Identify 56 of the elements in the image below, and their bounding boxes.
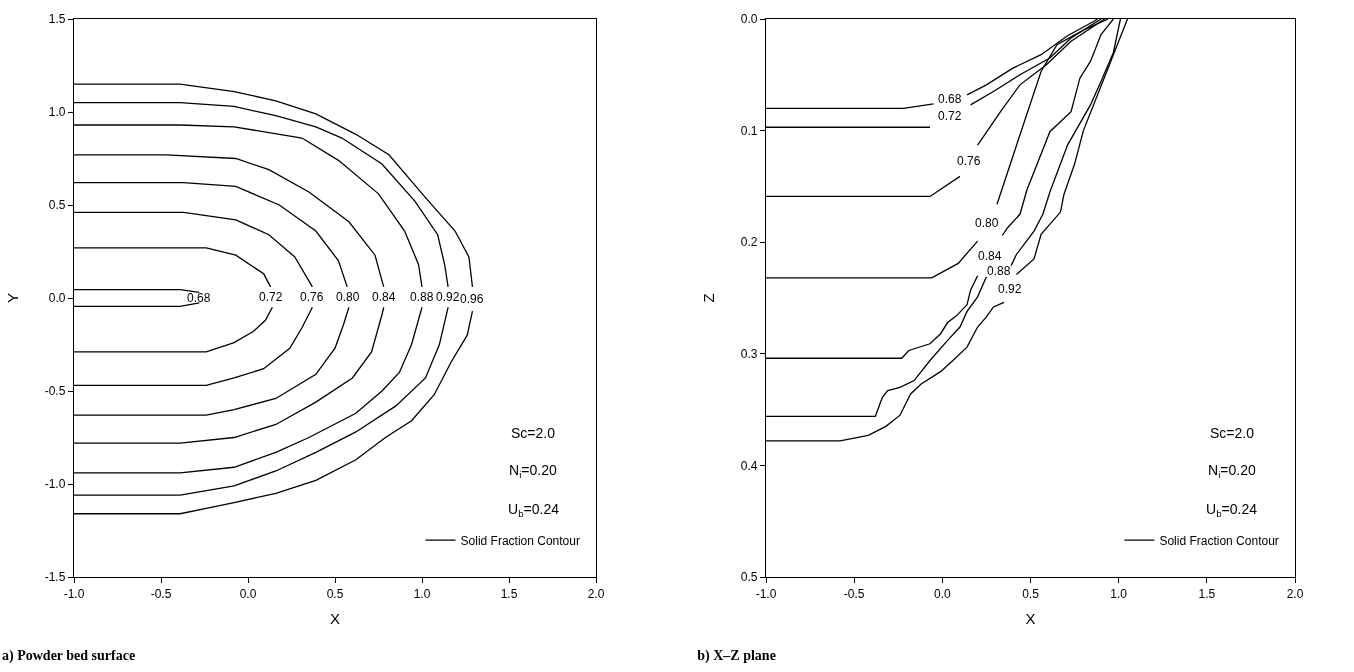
x-tick-label: 0.0: [239, 586, 257, 601]
x-tick-label: -0.5: [150, 586, 172, 601]
legend-label: Solid Fraction Contour: [460, 533, 580, 548]
text: b) X–Z plane: [697, 648, 776, 665]
y-tick-label: -1.5: [44, 570, 66, 585]
x-tick-label: 1.5: [500, 586, 518, 601]
annotation: 0.84: [978, 249, 1002, 263]
annotation: 0.80: [336, 290, 360, 304]
annotation: 0.76: [957, 154, 981, 168]
x-tick-label: 0.0: [933, 586, 951, 601]
y-tick-label: 0.5: [48, 198, 66, 213]
annotation: 0.92: [436, 290, 460, 304]
annotation: U$_{b}$=0.24: [1206, 501, 1258, 519]
y-axis-title: Z: [700, 293, 718, 303]
x-tick-label: 2.0: [1286, 586, 1304, 601]
annotation: U$_{b}$=0.24: [508, 501, 560, 519]
annotation: Sc=2.0: [1210, 425, 1255, 441]
x-tick-label: -1.0: [63, 586, 85, 601]
x-tick-label: -0.5: [843, 586, 865, 601]
x-tick-label: 0.5: [1022, 586, 1040, 601]
y-tick-label: 0.3: [740, 347, 758, 361]
x-axis-title: X: [329, 610, 341, 628]
y-tick-label: 1.0: [48, 105, 66, 120]
x-tick-label: 0.5: [326, 586, 344, 601]
annotation: 0.88: [987, 264, 1011, 278]
annotation: N$_{i}$=0.20: [509, 462, 557, 480]
annotation: 0.88: [410, 290, 434, 304]
x-tick-label: 1.0: [1110, 586, 1128, 601]
legend-label: Solid Fraction Contour: [1159, 533, 1279, 548]
y-axis-title: Y: [4, 292, 22, 304]
y-tick-label: 0.5: [740, 570, 758, 585]
annotation: 0.68: [187, 291, 211, 305]
annotation: 0.68: [938, 92, 962, 106]
y-tick-label: -0.5: [44, 384, 66, 399]
y-tick-label: -1.0: [44, 477, 66, 492]
x-axis-title: X: [1025, 610, 1036, 628]
annotation: N$_{i}$=0.20: [1208, 462, 1256, 480]
annotation: 0.92: [998, 282, 1022, 296]
x-tick-label: 1.0: [413, 586, 431, 601]
annotation: 0.76: [300, 290, 324, 304]
x-tick-label: 2.0: [587, 586, 605, 601]
annotation: 0.72: [259, 290, 283, 304]
annotation: 0.84: [372, 290, 396, 304]
y-tick-label: 0.0: [740, 12, 758, 27]
annotation: 0.96: [460, 292, 484, 306]
x-tick-label: 1.5: [1198, 586, 1216, 601]
annotation: 0.72: [938, 109, 962, 123]
annotation: Sc=2.0: [511, 425, 556, 441]
y-tick-label: 0.1: [740, 123, 758, 138]
x-tick-label: -1.0: [755, 586, 777, 601]
y-tick-label: 0.2: [740, 235, 758, 250]
y-tick-label: 1.5: [48, 12, 66, 27]
annotation: 0.80: [975, 216, 999, 230]
y-tick-label: 0.4: [740, 458, 758, 473]
text: a) Powder bed surface: [2, 648, 136, 665]
y-tick-label: 0.0: [48, 291, 66, 306]
